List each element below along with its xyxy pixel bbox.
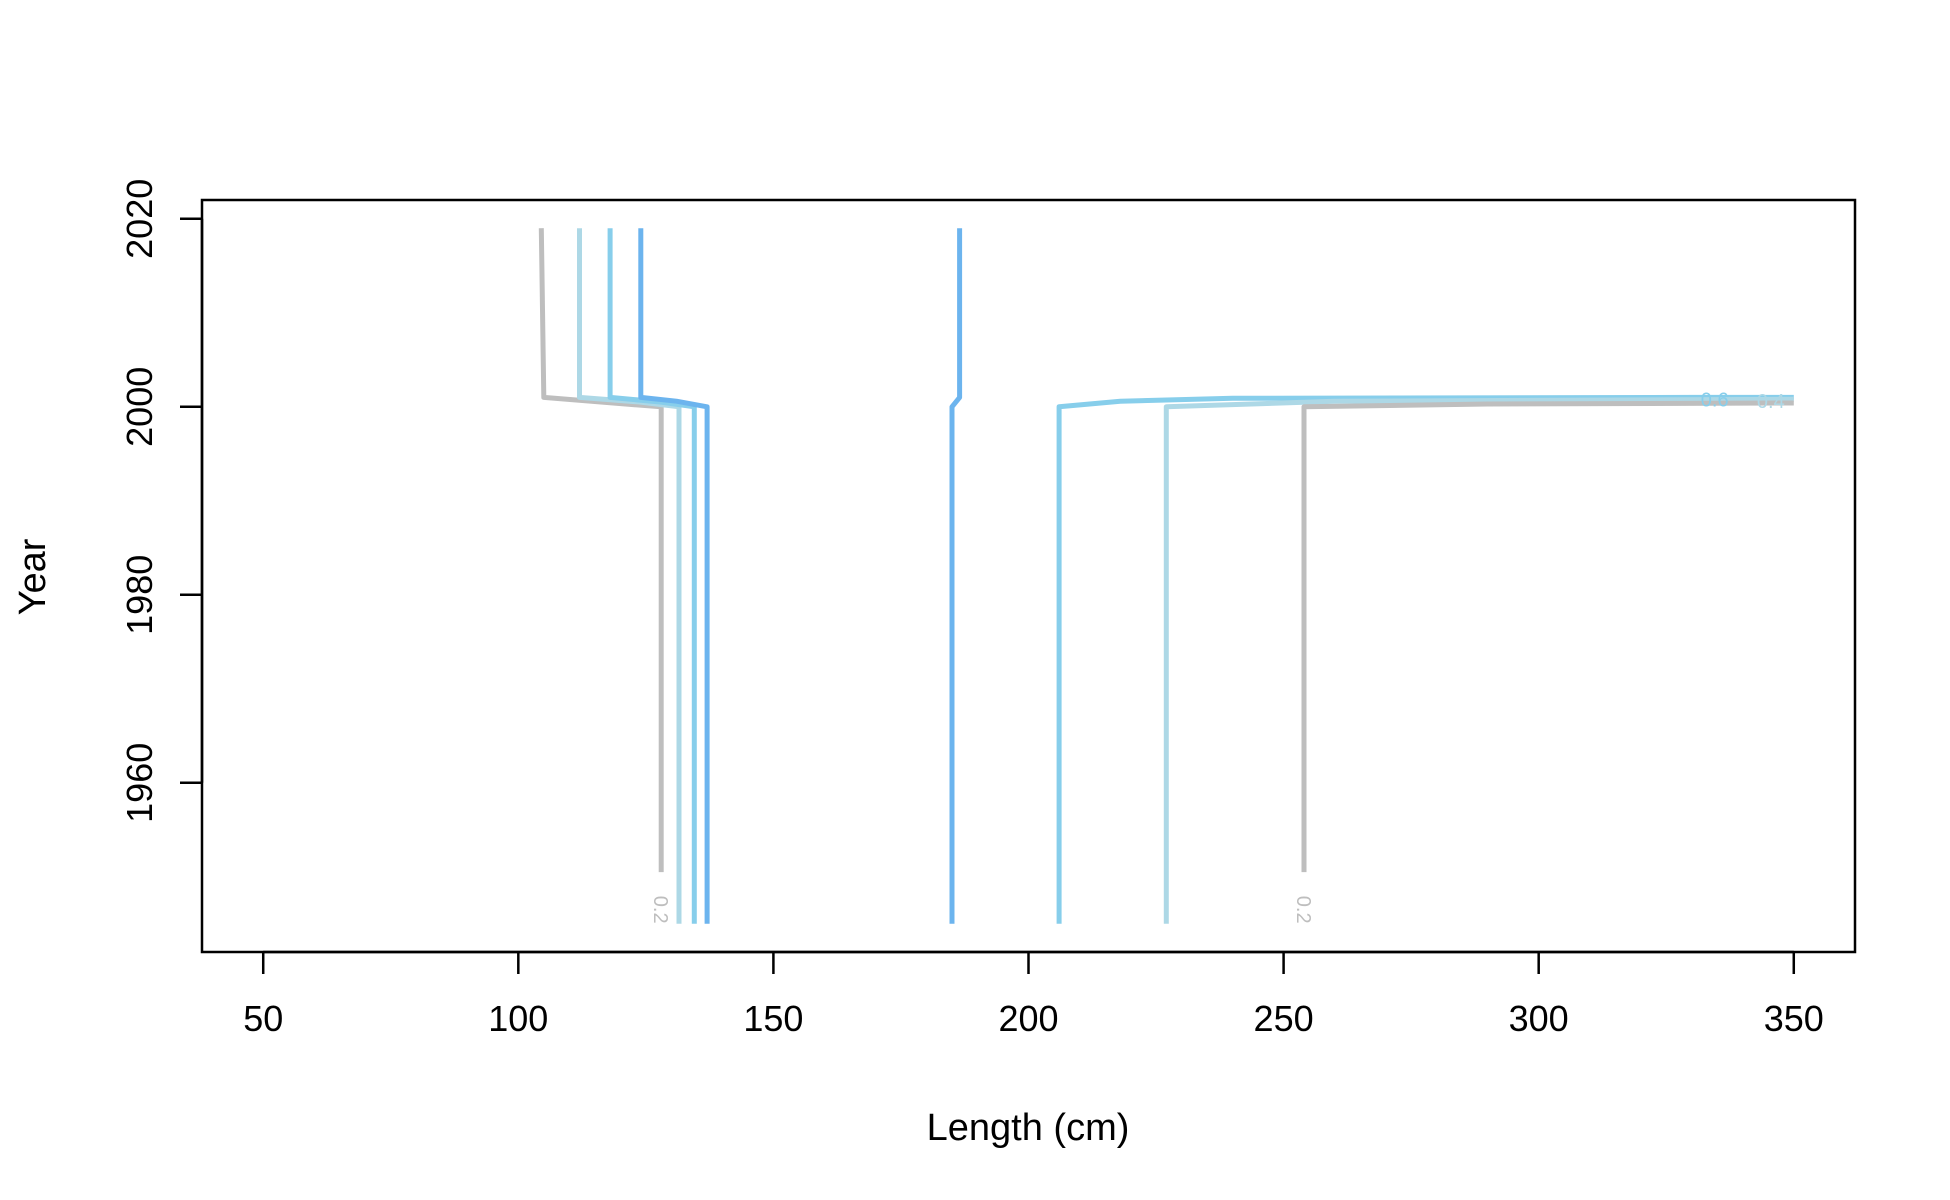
contour-line-0-2 (538, 228, 664, 873)
x-tick-label: 50 (243, 998, 283, 1039)
x-axis: 50 100 150 200 250 300 350 (243, 950, 1824, 1039)
y-tick-label: 2020 (119, 179, 160, 259)
x-tick-label: 150 (743, 998, 803, 1039)
y-tick-label: 2000 (119, 367, 160, 447)
y-axis: 1960 1980 2000 2020 (119, 179, 204, 823)
contour-label: 0.4 (1757, 391, 1785, 413)
x-tick-label: 200 (998, 998, 1058, 1039)
x-tick-label: 250 (1254, 998, 1314, 1039)
contour-line-0-6 (607, 228, 697, 924)
contour-lines (538, 228, 1794, 924)
x-axis-title: Length (cm) (927, 1107, 1130, 1149)
contour-label: 0.2 (649, 896, 671, 924)
y-tick-label: 1960 (119, 743, 160, 823)
contour-labels: 0.2 0.2 0.6 0.4 (649, 389, 1785, 923)
y-tick-label: 1980 (119, 555, 160, 635)
plot-frame (200, 198, 1857, 954)
x-tick-label: 300 (1509, 998, 1569, 1039)
contour-line-0-4 (1163, 396, 1794, 924)
contour-line-0-6 (1056, 394, 1794, 924)
contour-label: 0.6 (1701, 389, 1729, 411)
contour-line-0-8 (638, 228, 710, 924)
contour-line-0-8 (949, 228, 963, 924)
contour-line-0-4 (577, 228, 682, 924)
contour-label: 0.2 (1292, 896, 1314, 924)
x-tick-label: 350 (1764, 998, 1824, 1039)
y-axis-title: Year (12, 538, 54, 615)
x-tick-label: 100 (488, 998, 548, 1039)
contour-line-0-2 (1301, 400, 1794, 873)
